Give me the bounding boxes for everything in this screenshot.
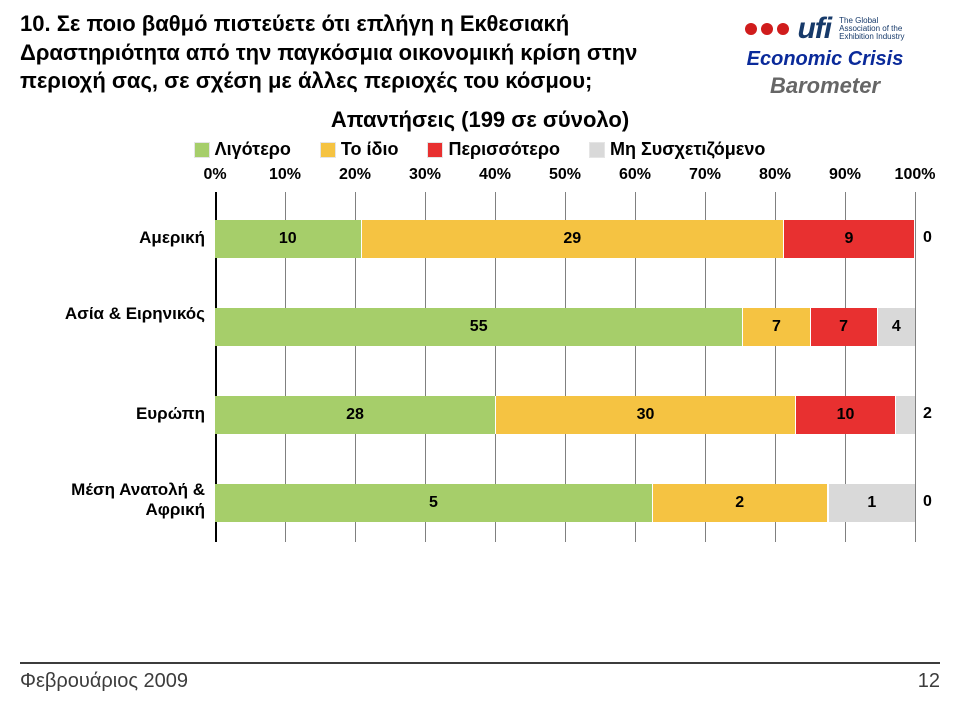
bar-segment: 55 <box>215 308 742 346</box>
tick-label: 0% <box>203 166 226 184</box>
legend: Λιγότερο Το ίδιο Περισσότερο Μη Συσχετιζόμε… <box>0 139 960 160</box>
tick-label: 90% <box>829 166 861 184</box>
barometer-text: Barometer <box>770 73 880 99</box>
tick-label: 70% <box>689 166 721 184</box>
bar-row: Αμερική102990 <box>215 220 915 258</box>
tick-label: 10% <box>269 166 301 184</box>
legend-label: Περισσότερο <box>448 139 560 160</box>
legend-item: Μη Συσχετιζόμενο <box>590 139 765 160</box>
bar-segment <box>895 396 915 434</box>
page: 10. Σε ποιο βαθμό πιστεύετε ότι επλήγη η… <box>0 0 960 703</box>
legend-item: Περισσότερο <box>428 139 560 160</box>
axis-row: 0% 10% 20% 30% 40% 50% 60% 70% 80% 90% 100% Αμερικ… <box>20 166 940 542</box>
bar-segment: 5 <box>215 484 652 522</box>
ufi-subtext: The Global Association of the Exhibition… <box>839 17 904 41</box>
tick-label: 60% <box>619 166 651 184</box>
category-label: Μέση Ανατολή & Αφρική <box>25 480 205 520</box>
tick-label: 80% <box>759 166 791 184</box>
ufi-logo: ufi The Global Association of the Exhibi… <box>745 10 904 46</box>
bar-segment: 1 <box>828 484 915 522</box>
category-label: Ασία & Ειρηνικός <box>25 304 205 324</box>
bar-value-label: 0 <box>923 493 932 511</box>
axis-ticks: 0%10%20%30%40%50%60%70%80%90%100% Αμερικ… <box>215 166 915 542</box>
header: 10. Σε ποιο βαθμό πιστεύετε ότι επλήγη η… <box>0 0 960 103</box>
footer-date: Φεβρουάριος 2009 <box>20 670 188 693</box>
legend-swatch-icon <box>321 143 335 157</box>
bar-segment: 9 <box>783 220 914 258</box>
bar-segment: 7 <box>810 308 877 346</box>
chart: 0% 10% 20% 30% 40% 50% 60% 70% 80% 90% 100% Αμερικ… <box>20 166 940 542</box>
tick-label: 40% <box>479 166 511 184</box>
legend-item: Το ίδιο <box>321 139 399 160</box>
ufi-text: ufi <box>797 12 831 46</box>
legend-swatch-icon <box>428 143 442 157</box>
bar-segment: 29 <box>361 220 783 258</box>
category-label: Αμερική <box>25 228 205 248</box>
plot-area: Αμερική102990 Ασία & Ειρηνικός55774 Ευρώπη… <box>215 192 915 542</box>
bar-row: Ευρώπη2830102 <box>215 396 915 434</box>
tick-label: 30% <box>409 166 441 184</box>
logo-block: ufi The Global Association of the Exhibi… <box>710 10 940 99</box>
legend-label: Λιγότερο <box>215 139 291 160</box>
bar-segment: 7 <box>742 308 809 346</box>
tick-label: 50% <box>549 166 581 184</box>
bar-value-label: 2 <box>923 405 932 423</box>
question-text: 10. Σε ποιο βαθμό πιστεύετε ότι επλήγη η… <box>20 10 710 99</box>
bar-value-label: 0 <box>923 229 932 247</box>
stacked-bar: 283010 <box>215 396 915 434</box>
gridline <box>915 192 916 542</box>
stacked-bar: 10299 <box>215 220 915 258</box>
legend-label: Το ίδιο <box>341 139 399 160</box>
bar-segment: 2 <box>652 484 827 522</box>
footer-page: 12 <box>918 670 940 693</box>
legend-swatch-icon <box>195 143 209 157</box>
economic-crisis-text: Economic Crisis <box>747 48 904 71</box>
tick-labels: 0%10%20%30%40%50%60%70%80%90%100% <box>215 166 915 192</box>
chart-subtitle: Απαντήσεις (199 σε σύνολο) <box>0 107 960 133</box>
tick-label: 100% <box>895 166 936 184</box>
bar-row: Ασία & Ειρηνικός55774 <box>215 308 915 346</box>
legend-swatch-icon <box>590 143 604 157</box>
bar-segment: 4 <box>877 308 915 346</box>
stacked-bar: 55774 <box>215 308 915 346</box>
bar-segment <box>914 220 915 258</box>
dot-icon <box>745 23 757 35</box>
stacked-bar: 521 <box>215 484 915 522</box>
bar-segment: 28 <box>215 396 495 434</box>
ufi-dots-icon <box>745 23 789 35</box>
legend-item: Λιγότερο <box>195 139 291 160</box>
footer: Φεβρουάριος 2009 12 <box>20 662 940 693</box>
legend-label: Μη Συσχετιζόμενο <box>610 139 765 160</box>
tick-label: 20% <box>339 166 371 184</box>
ufi-sub-line: Exhibition Industry <box>839 33 904 41</box>
bar-segment: 10 <box>795 396 895 434</box>
category-label: Ευρώπη <box>25 404 205 424</box>
bar-segment: 10 <box>215 220 361 258</box>
dot-icon <box>761 23 773 35</box>
bar-segment: 30 <box>495 396 795 434</box>
dot-icon <box>777 23 789 35</box>
bar-row: Μέση Ανατολή & Αφρική5210 <box>215 484 915 522</box>
